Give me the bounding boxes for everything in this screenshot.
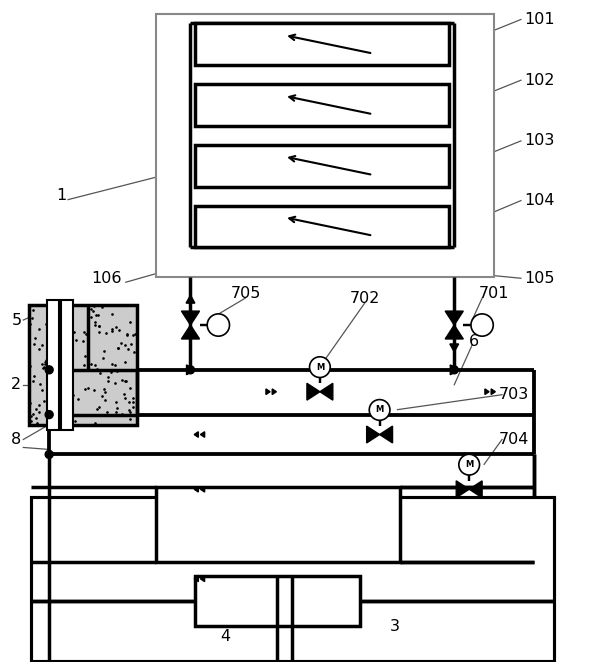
Bar [61,300,73,430]
Polygon shape [272,389,276,394]
Polygon shape [450,344,459,352]
Bar [155,13,494,278]
Polygon shape [187,365,196,374]
Polygon shape [266,389,270,394]
Circle shape [471,314,493,336]
Text: 106: 106 [91,271,121,286]
Text: 2: 2 [11,377,21,392]
Text: 103: 103 [524,133,554,149]
Polygon shape [367,426,379,443]
Text: 4: 4 [220,629,230,644]
Bar [155,487,399,562]
Polygon shape [469,481,482,497]
Circle shape [187,366,194,374]
Polygon shape [186,295,195,303]
Polygon shape [485,389,489,394]
Polygon shape [194,576,198,582]
Polygon shape [181,311,200,325]
Text: 101: 101 [524,12,554,27]
Bar [196,23,449,65]
Circle shape [459,454,479,475]
Bar [196,145,449,187]
Circle shape [45,366,53,374]
Text: M: M [375,406,383,414]
Polygon shape [45,355,54,363]
Text: 704: 704 [499,432,530,447]
Polygon shape [307,383,320,400]
Text: 705: 705 [230,286,261,301]
Bar [47,300,59,430]
Text: 104: 104 [524,193,554,208]
Bar [196,206,449,248]
Polygon shape [200,576,204,582]
Polygon shape [194,432,198,438]
Polygon shape [445,325,464,339]
Polygon shape [320,383,333,400]
Text: 6: 6 [469,335,479,349]
Text: 105: 105 [524,271,554,286]
Text: 702: 702 [350,291,380,305]
Circle shape [45,410,53,418]
Text: 1: 1 [56,188,67,203]
Text: 703: 703 [499,387,530,402]
Circle shape [450,366,458,374]
Polygon shape [200,432,204,438]
Polygon shape [491,389,495,394]
Polygon shape [379,426,392,443]
Circle shape [45,450,53,458]
Bar [29,305,137,424]
Text: 8: 8 [11,432,22,447]
Polygon shape [194,487,198,492]
Text: 3: 3 [389,619,399,634]
Polygon shape [450,365,459,374]
Text: 5: 5 [11,313,21,327]
Text: 102: 102 [524,72,554,88]
Circle shape [310,357,330,378]
Text: 701: 701 [479,286,509,301]
Polygon shape [200,487,204,492]
Polygon shape [181,325,200,339]
Text: M: M [465,460,474,469]
Circle shape [207,314,230,336]
Polygon shape [456,481,469,497]
Bar [31,497,554,661]
Circle shape [369,400,390,420]
Polygon shape [445,311,464,325]
Text: M: M [316,363,324,372]
Bar [196,576,360,625]
Bar [196,84,449,126]
